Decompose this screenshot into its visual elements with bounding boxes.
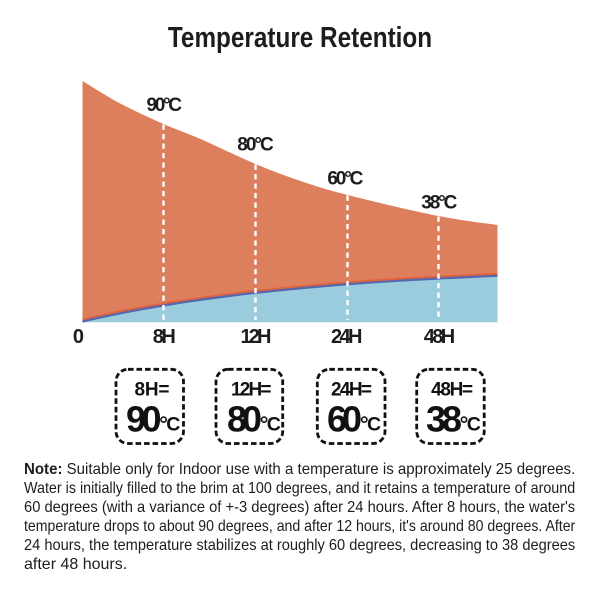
- svg-text:24H: 24H: [331, 326, 363, 348]
- svg-text:0: 0: [73, 326, 84, 348]
- svg-text:8H=: 8H=: [135, 380, 170, 401]
- svg-text:C: C: [166, 414, 180, 436]
- svg-text:24H=: 24H=: [331, 380, 372, 401]
- svg-text:48H=: 48H=: [431, 380, 473, 401]
- svg-text:90°C: 90°C: [146, 95, 182, 116]
- svg-text:90: 90: [126, 399, 162, 440]
- svg-text:60°C: 60°C: [327, 169, 363, 190]
- svg-text:80: 80: [227, 399, 262, 440]
- svg-text:8H: 8H: [153, 326, 176, 348]
- svg-text:12H=: 12H=: [231, 380, 272, 401]
- svg-text:38°C: 38°C: [421, 193, 457, 214]
- svg-text:12H: 12H: [241, 326, 272, 348]
- svg-text:C: C: [267, 414, 281, 436]
- svg-text:80°C: 80°C: [237, 135, 274, 156]
- svg-text:38: 38: [426, 399, 462, 440]
- svg-text:C: C: [467, 414, 481, 436]
- svg-text:60: 60: [327, 399, 362, 440]
- svg-text:48H: 48H: [424, 326, 456, 348]
- svg-text:C: C: [367, 414, 381, 436]
